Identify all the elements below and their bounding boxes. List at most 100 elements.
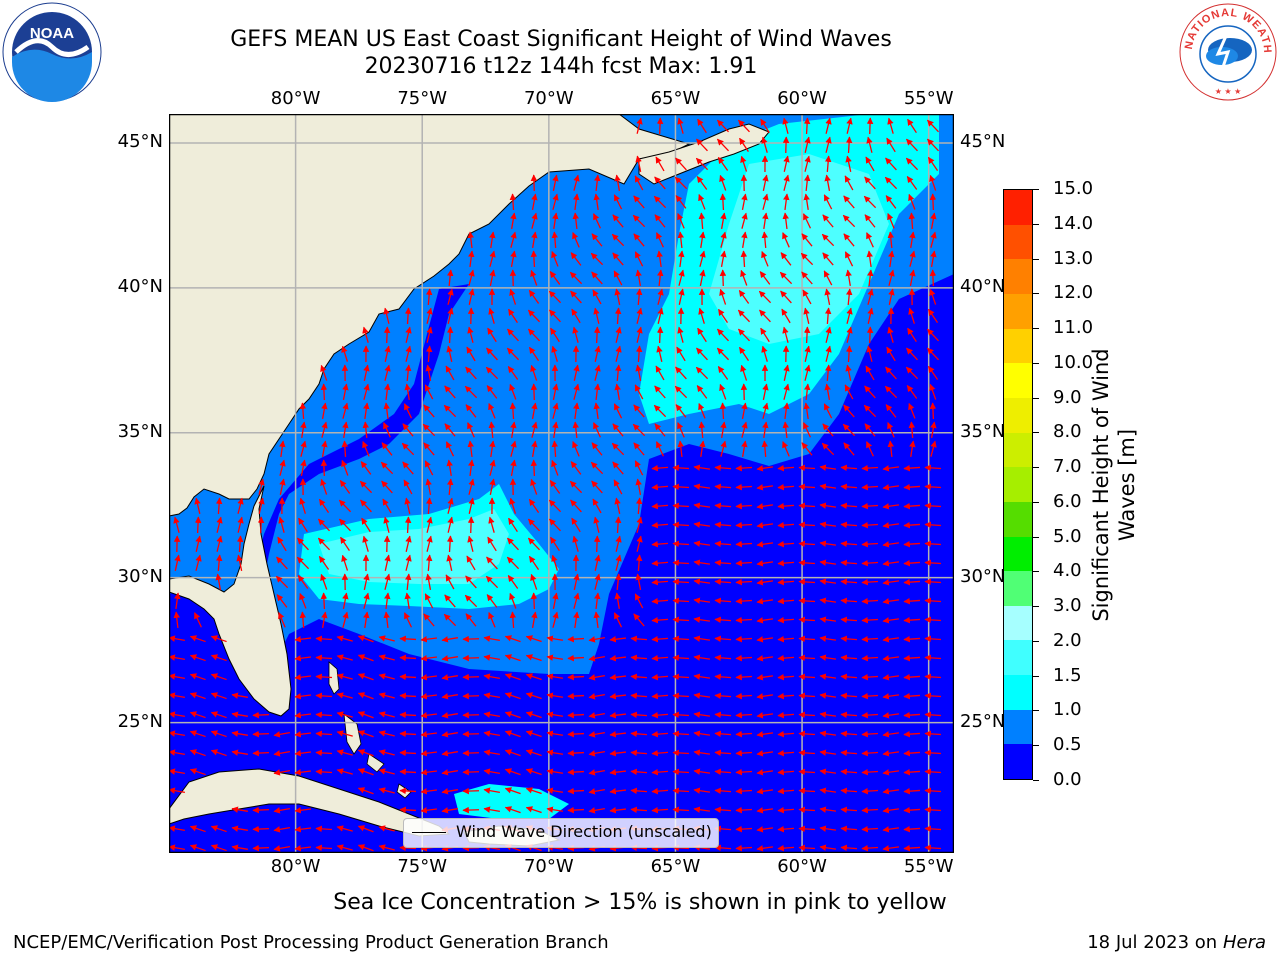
- wave-direction-arrow: [504, 787, 521, 795]
- wave-direction-arrow: [510, 250, 517, 267]
- wave-direction-arrow: [294, 655, 312, 662]
- wave-direction-arrow: [378, 711, 395, 718]
- wave-direction-arrow: [378, 692, 395, 699]
- wave-direction-arrow: [717, 328, 729, 342]
- wave-direction-arrow: [781, 308, 791, 324]
- wave-direction-arrow: [798, 464, 816, 472]
- wave-direction-arrow: [656, 250, 663, 268]
- wave-direction-arrow: [866, 136, 873, 153]
- wave-direction-arrow: [189, 673, 206, 681]
- wave-direction-arrow: [777, 635, 795, 643]
- wave-direction-arrow: [693, 787, 711, 794]
- wave-direction-arrow: [383, 402, 390, 420]
- colorbar-tick-label: 15.0: [1053, 178, 1094, 199]
- wave-direction-arrow: [864, 423, 876, 437]
- wave-direction-arrow: [714, 540, 732, 548]
- wave-direction-arrow: [903, 692, 921, 700]
- wave-direction-arrow: [926, 119, 940, 133]
- wave-direction-arrow: [363, 573, 370, 590]
- wave-direction-arrow: [404, 364, 412, 382]
- lat-tick-label-left: 25°N: [117, 710, 163, 732]
- wave-direction-arrow: [801, 271, 813, 285]
- wave-direction-arrow: [714, 597, 732, 605]
- wave-direction-arrow: [189, 825, 206, 833]
- wave-direction-arrow: [823, 194, 833, 210]
- wave-direction-arrow: [884, 385, 898, 399]
- wave-direction-arrow: [590, 461, 604, 475]
- wave-direction-arrow: [924, 730, 942, 738]
- wave-direction-arrow: [401, 442, 415, 456]
- wave-direction-arrow: [716, 347, 730, 361]
- wave-direction-arrow: [698, 402, 706, 419]
- wave-direction-arrow: [294, 693, 312, 700]
- wave-direction-arrow: [756, 826, 774, 833]
- wave-direction-arrow: [740, 155, 748, 172]
- wave-direction-arrow: [299, 497, 306, 514]
- wave-direction-arrow: [867, 269, 874, 287]
- wave-direction-arrow: [426, 516, 433, 533]
- wave-direction-arrow: [315, 654, 333, 662]
- wave-direction-arrow: [530, 478, 538, 495]
- wave-direction-arrow: [735, 597, 753, 605]
- wave-direction-arrow: [758, 290, 772, 304]
- wave-direction-arrow: [903, 464, 921, 472]
- wave-direction-arrow: [573, 364, 580, 381]
- wave-direction-arrow: [231, 749, 248, 756]
- wave-direction-arrow: [278, 612, 286, 628]
- wave-direction-arrow: [714, 464, 732, 472]
- wave-direction-arrow: [318, 518, 330, 532]
- wave-direction-arrow: [588, 636, 605, 643]
- wave-direction-arrow: [635, 554, 643, 572]
- wave-direction-arrow: [719, 288, 727, 305]
- wave-direction-arrow: [630, 711, 648, 719]
- wave-direction-arrow: [735, 749, 753, 757]
- wave-direction-arrow: [740, 364, 748, 381]
- wave-direction-arrow: [693, 806, 711, 813]
- wave-direction-arrow: [504, 654, 521, 662]
- wave-direction-arrow: [528, 498, 540, 513]
- wave-direction-arrow: [819, 844, 837, 851]
- wave-direction-arrow: [762, 193, 769, 210]
- wave-direction-arrow: [588, 693, 605, 700]
- wave-direction-arrow: [588, 769, 605, 776]
- wave-direction-arrow: [441, 750, 458, 757]
- wave-direction-arrow: [594, 383, 601, 401]
- wave-direction-arrow: [866, 250, 873, 268]
- wave-direction-arrow: [882, 541, 900, 548]
- wave-direction-arrow: [277, 536, 287, 552]
- wave-direction-arrow: [672, 559, 690, 567]
- wave-direction-arrow: [677, 231, 684, 249]
- wave-direction-arrow: [780, 290, 792, 304]
- wave-direction-arrow: [903, 654, 921, 662]
- wave-direction-arrow: [924, 654, 942, 662]
- wave-direction-arrow: [842, 214, 856, 228]
- wave-direction-arrow: [903, 787, 921, 795]
- wave-direction-arrow: [300, 440, 307, 457]
- wave-direction-arrow: [321, 440, 328, 457]
- wave-direction-arrow: [531, 212, 538, 229]
- wave-direction-arrow: [716, 138, 730, 152]
- colorbar-tick-mark: [1033, 467, 1039, 469]
- wave-direction-arrow: [510, 212, 517, 229]
- wave-direction-arrow: [509, 592, 517, 609]
- wave-direction-arrow: [903, 730, 921, 738]
- wave-direction-arrow: [549, 309, 561, 323]
- wave-direction-arrow: [315, 635, 333, 643]
- wave-direction-arrow: [551, 440, 559, 458]
- wave-direction-arrow: [336, 825, 353, 832]
- nws-logo: NATIONAL WEATHER SERVICE ★ ★ ★: [1174, 0, 1278, 102]
- wave-direction-arrow: [614, 592, 621, 610]
- wave-direction-arrow: [845, 364, 852, 381]
- wave-direction-arrow: [903, 673, 921, 681]
- wave-direction-arrow: [402, 423, 414, 437]
- wave-direction-arrow: [588, 674, 605, 681]
- wave-direction-arrow: [804, 383, 811, 401]
- wave-direction-arrow: [924, 749, 942, 757]
- wave-direction-arrow: [315, 749, 333, 757]
- wave-direction-arrow: [887, 326, 894, 343]
- wave-direction-arrow: [824, 174, 831, 191]
- colorbar-tick-label: 14.0: [1053, 212, 1094, 234]
- wave-direction-arrow: [927, 156, 939, 171]
- wave-direction-arrow: [252, 806, 270, 814]
- wave-direction-arrow: [802, 213, 812, 229]
